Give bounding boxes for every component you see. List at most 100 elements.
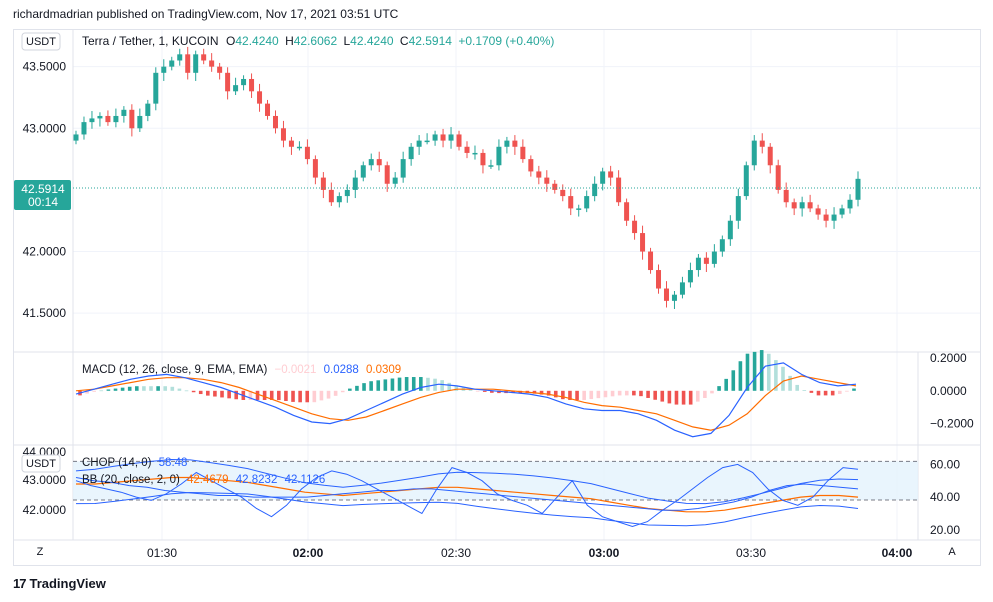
time-tick: 02:00 — [293, 546, 324, 560]
macd-histogram-bar — [340, 390, 345, 393]
macd-histogram-bar — [809, 390, 814, 393]
macd-histogram-bar — [234, 390, 239, 400]
candle-body — [751, 140, 757, 166]
candle-body — [711, 251, 717, 264]
ohlc-l-label: L — [343, 34, 350, 48]
macd-histogram-bar — [170, 386, 175, 391]
macd-histogram-bar — [369, 381, 373, 391]
symbol-title[interactable]: Terra / Tether, 1, KUCOIN — [82, 34, 219, 48]
ohlc-h-value: 42.6062 — [294, 34, 338, 48]
candle-body — [368, 159, 374, 166]
candle-body — [799, 202, 805, 209]
candle-body — [823, 214, 829, 221]
macd-histogram-bar — [454, 385, 459, 391]
macd-histogram-bar — [326, 390, 331, 399]
candle-body — [193, 54, 199, 73]
macd-histogram-bar — [511, 390, 515, 394]
macd-histogram-bar — [440, 380, 444, 391]
macd-histogram-bar — [802, 390, 807, 391]
chop-currency-badge[interactable] — [21, 454, 61, 473]
price-tag-countdown: 00:14 — [28, 195, 58, 209]
ohlc-c-label: C — [400, 34, 409, 48]
macd-histogram-bar — [667, 390, 672, 404]
candle-body — [472, 152, 478, 155]
bb-basis-value: 42.4679 — [187, 474, 229, 486]
candle-body — [432, 134, 438, 141]
bb-lower-line — [75, 491, 859, 527]
macd-histogram-bar — [575, 390, 579, 400]
footer-logo[interactable]: 17 TradingView — [13, 576, 106, 591]
grid-lines — [73, 30, 980, 540]
candle-body — [440, 134, 446, 141]
macd-histogram-bar — [127, 386, 132, 391]
chop-label: CHOP (14, 0) — [82, 457, 152, 469]
price-tag-value: 42.5914 — [21, 182, 65, 196]
time-tick: 03:00 — [589, 546, 620, 560]
macd-histogram-bar — [106, 389, 111, 391]
candle-body — [121, 109, 127, 116]
macd-line-value: 0.0288 — [324, 364, 359, 376]
candle-body — [783, 189, 789, 203]
macd-histogram-bar — [390, 378, 395, 391]
macd-histogram-bar — [816, 390, 821, 396]
svg-text:CHOP (14, 0) 58.48: CHOP (14, 0) 58.48 — [82, 457, 187, 469]
axis-labels: 43.5000 43.0000 42.0000 41.5000 0.2000 0.0000… — [23, 60, 974, 560]
candle-body — [719, 239, 725, 252]
macd-histogram-bar — [738, 361, 743, 391]
candle-body — [153, 72, 159, 104]
candle-body — [847, 199, 853, 209]
macd-histogram-bar — [447, 382, 452, 391]
candle-body — [448, 134, 454, 141]
macd-histogram-bar — [539, 390, 544, 395]
macd-histogram-bar — [589, 390, 594, 400]
candle-body — [512, 140, 518, 147]
macd-histogram-bar — [198, 390, 203, 395]
zoom-reset-button[interactable]: Z — [36, 546, 44, 558]
candle-body — [169, 60, 175, 67]
candle-body — [392, 177, 398, 184]
auto-scale-button[interactable]: A — [948, 546, 956, 558]
macd-histogram-bar — [312, 390, 317, 403]
candle-body — [89, 118, 95, 123]
candle-body — [727, 220, 733, 240]
candle-body — [536, 171, 542, 178]
macd-histogram-bar — [213, 390, 217, 397]
macd-histogram-bar — [632, 390, 636, 396]
chop-bb-series[interactable] — [73, 458, 918, 528]
macd-histogram-bar — [206, 390, 210, 396]
candle-body — [257, 91, 263, 104]
bb-upper-value: 42.8232 — [236, 474, 278, 486]
main-y-tick: 43.0000 — [23, 121, 67, 135]
candlestick-series[interactable] — [73, 46, 861, 309]
candle-body — [280, 128, 286, 141]
macd-series[interactable] — [75, 350, 857, 438]
macd-histogram-bar — [546, 390, 551, 396]
macd-histogram-bar — [830, 390, 835, 396]
candle-body — [624, 202, 630, 221]
candle-body — [161, 66, 167, 73]
macd-y-tick: 0.2000 — [930, 351, 967, 365]
candle-body — [520, 146, 526, 160]
candle-body — [288, 140, 294, 147]
chop-right-y-tick: 60.00 — [930, 457, 960, 471]
macd-histogram-bar — [220, 390, 224, 398]
macd-histogram-bar — [752, 351, 757, 391]
candle-body — [552, 183, 558, 190]
macd-histogram-bar — [845, 390, 849, 392]
macd-histogram-bar — [156, 386, 160, 391]
macd-histogram-bar — [291, 390, 295, 402]
candle-body — [400, 159, 406, 178]
macd-histogram-bar — [532, 390, 537, 394]
macd-histogram-bar — [468, 389, 473, 391]
candle-body — [839, 208, 845, 215]
macd-histogram-bar — [255, 390, 260, 400]
macd-histogram-bar — [355, 385, 359, 391]
publisher-line: richardmadrian published on TradingView.… — [13, 7, 399, 21]
candle-body — [640, 233, 646, 252]
macd-histogram-bar — [653, 390, 657, 400]
currency-badge[interactable] — [21, 32, 61, 51]
candle-body — [695, 257, 701, 271]
ohlc-o-label: O — [226, 34, 235, 48]
time-tick: 03:30 — [736, 546, 766, 560]
